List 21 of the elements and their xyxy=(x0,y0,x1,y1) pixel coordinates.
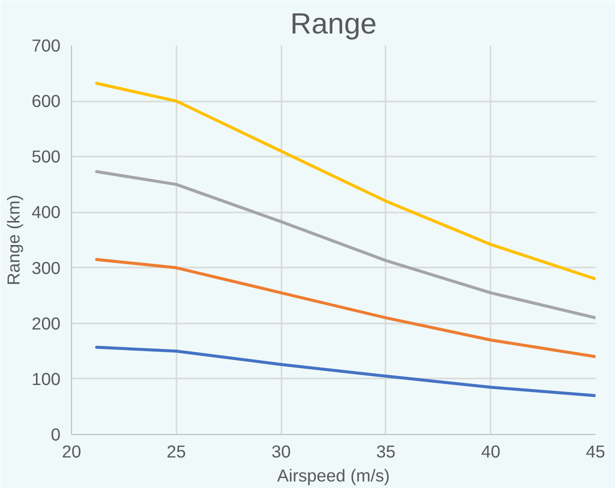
y-tick-label: 100 xyxy=(32,368,61,389)
y-tick-label: 600 xyxy=(32,91,61,112)
y-tick-label: 300 xyxy=(32,258,61,278)
y-axis-title: Range (km) xyxy=(4,194,24,286)
x-tick-label: 20 xyxy=(62,442,82,462)
x-axis-title: Airspeed (m/s) xyxy=(277,466,390,486)
line-series xyxy=(95,258,596,358)
line-series xyxy=(95,346,596,398)
line-series xyxy=(95,170,596,320)
y-tick-label: 200 xyxy=(32,313,61,334)
y-tick-label: 0 xyxy=(50,424,61,444)
x-tick-label: 25 xyxy=(166,442,186,462)
x-tick-label: 45 xyxy=(586,442,606,462)
chart-title: Range xyxy=(290,8,377,40)
y-tick-label: 700 xyxy=(32,36,61,56)
line-series xyxy=(95,82,596,280)
x-tick-label: 30 xyxy=(271,442,291,462)
x-tick-label: 40 xyxy=(481,442,500,462)
y-tick-label: 400 xyxy=(32,202,61,222)
x-tick-label: 35 xyxy=(376,442,396,462)
y-tick-label: 500 xyxy=(32,146,61,167)
